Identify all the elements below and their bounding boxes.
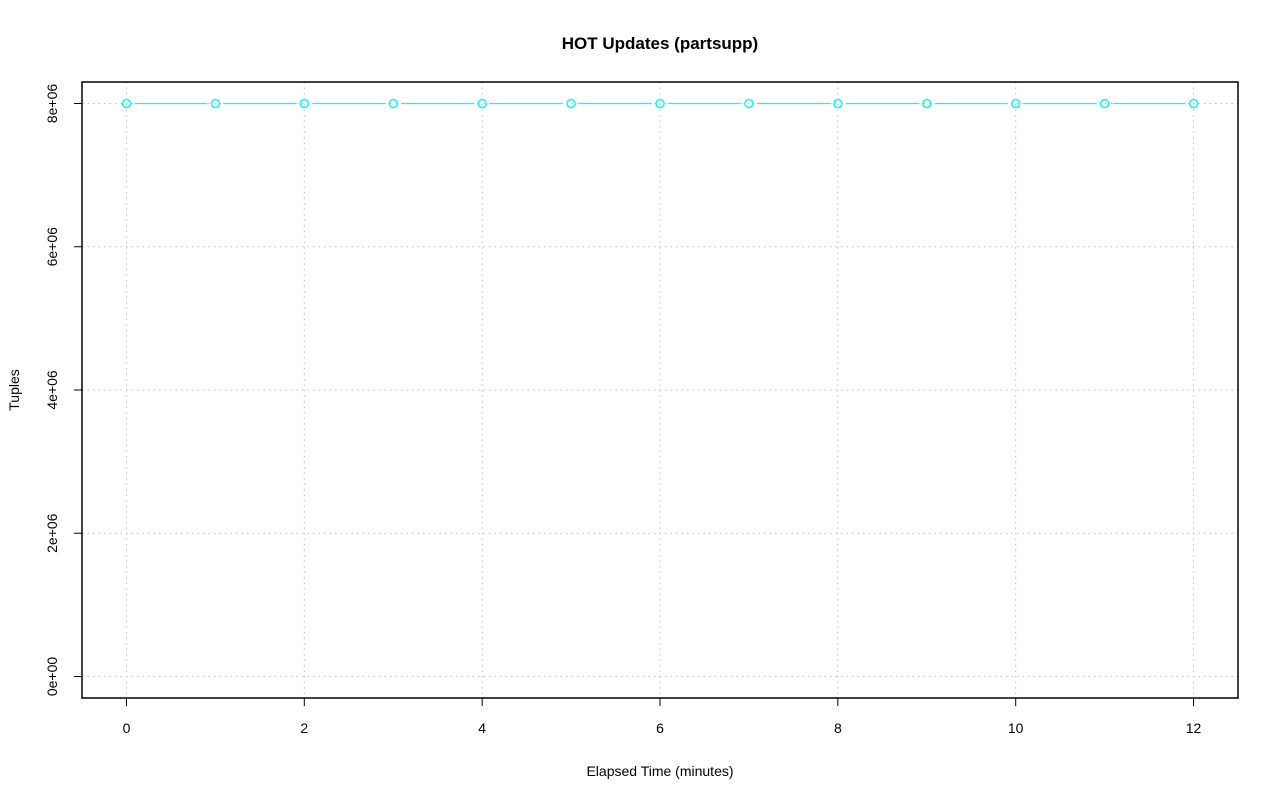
x-tick-label: 0 [123,720,131,736]
data-point [566,98,576,109]
x-tick-label: 6 [656,720,664,736]
data-point [210,98,221,109]
x-tick-label: 12 [1186,720,1202,736]
y-tick-label: 2e+06 [44,513,60,553]
data-point [655,98,665,109]
data-point [388,98,398,109]
x-tick-label: 10 [1008,720,1024,736]
grid [82,82,1238,698]
data-point [477,98,487,109]
y-tick-label: 4e+06 [44,370,60,410]
y-axis: 0e+00 2e+06 4e+06 6e+06 8e+06 [44,84,82,697]
data-point [922,98,932,109]
y-tick-label: 8e+06 [44,84,60,124]
x-axis-label: Elapsed Time (minutes) [586,763,733,779]
chart-title: HOT Updates (partsupp) [562,34,758,53]
x-tick-label: 8 [834,720,842,736]
data-point [833,98,843,109]
x-tick-label: 4 [478,720,486,736]
data-point [1188,98,1199,109]
data-point [299,98,310,109]
series [121,98,1199,109]
y-tick-label: 6e+06 [44,227,60,267]
x-axis: 0 2 4 6 8 10 12 [123,697,1202,736]
y-tick-label: 0e+00 [44,657,60,697]
data-point [121,98,132,109]
x-tick-label: 2 [300,720,308,736]
data-point [1099,98,1110,109]
y-axis-label: Tuples [6,369,22,411]
data-point [1010,98,1021,109]
data-point [744,98,754,109]
